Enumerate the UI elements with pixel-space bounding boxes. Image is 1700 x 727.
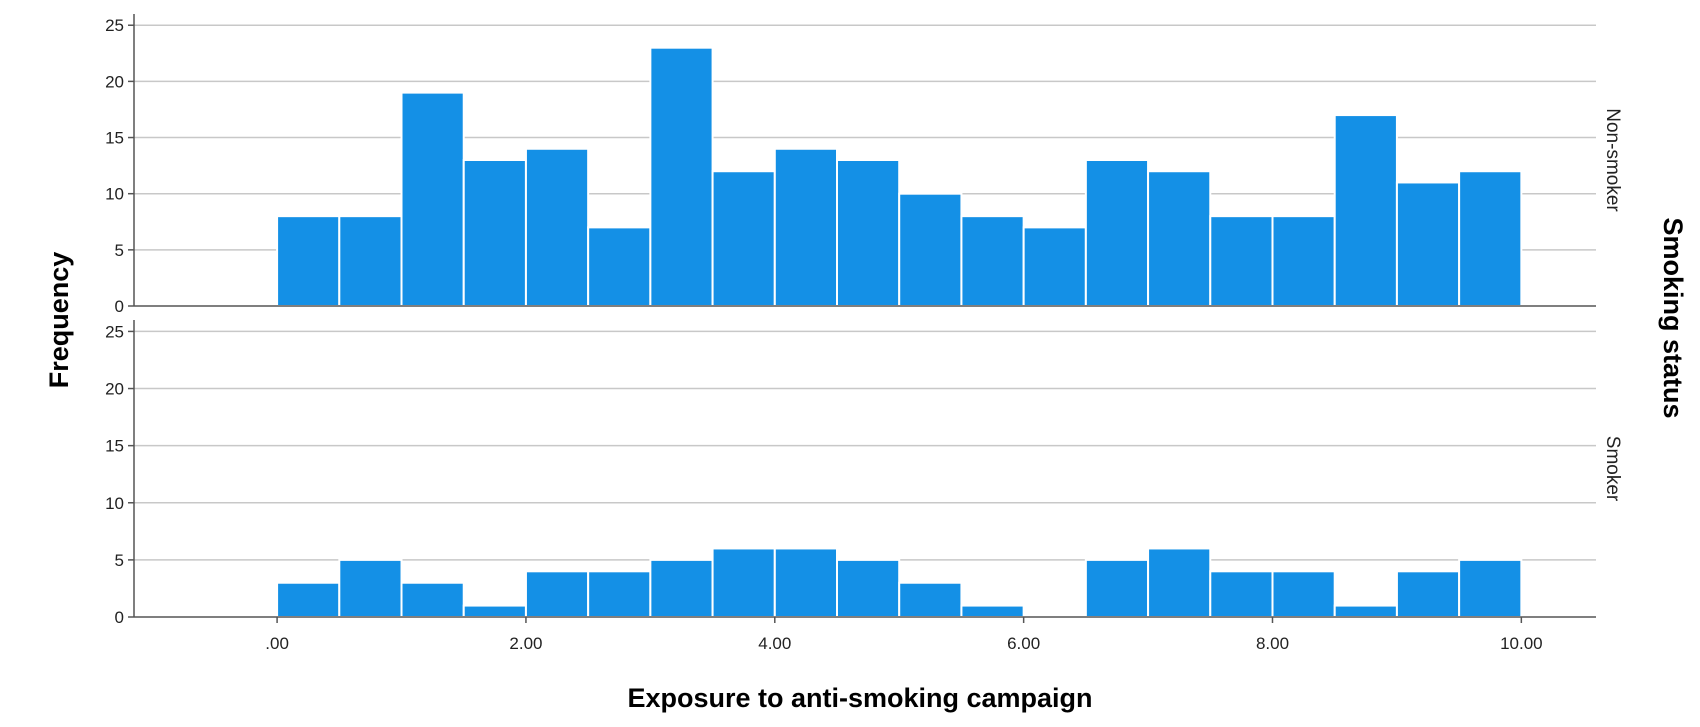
bar	[898, 192, 963, 307]
bar	[1147, 170, 1212, 307]
x-axis-title: Exposure to anti-smoking campaign	[627, 683, 1092, 713]
bar	[898, 581, 963, 619]
bar	[276, 581, 341, 619]
bar	[1084, 558, 1150, 619]
bar	[1333, 604, 1398, 618]
bar	[649, 46, 714, 307]
bar	[338, 215, 403, 307]
bar	[400, 581, 465, 619]
y-tick-label: 20	[105, 72, 124, 91]
bar	[338, 558, 403, 619]
bar	[400, 91, 465, 307]
bar	[1147, 547, 1212, 619]
bar	[1395, 181, 1461, 307]
y-axis-title: Frequency	[44, 252, 74, 389]
bar	[836, 159, 901, 307]
x-tick-label: 2.00	[509, 634, 542, 653]
x-axis-ticks: .00 2.00 4.00 6.00 8.00 10.00	[265, 617, 1543, 653]
bar	[587, 226, 652, 307]
bar	[1271, 215, 1336, 307]
y-tick-label: 10	[105, 185, 124, 204]
y-tick-label: 0	[115, 297, 124, 316]
bar	[462, 159, 527, 307]
y-tick-label: 5	[115, 551, 124, 570]
bar	[1458, 170, 1523, 307]
bar	[1395, 570, 1461, 618]
bar	[836, 558, 901, 619]
x-tick-label: .00	[265, 634, 289, 653]
bar	[960, 604, 1025, 618]
bar	[960, 215, 1025, 307]
bar	[587, 570, 652, 618]
facet-title: Smoking status	[1658, 217, 1688, 418]
y-tick-label: 10	[105, 494, 124, 513]
bar	[1209, 215, 1274, 307]
bar	[524, 147, 590, 307]
y-tick-label: 20	[105, 380, 124, 399]
bar	[711, 170, 776, 307]
bar	[1333, 114, 1398, 307]
bar	[1209, 570, 1274, 618]
x-tick-label: 8.00	[1256, 634, 1289, 653]
y-tick-label: 0	[115, 608, 124, 627]
bar	[649, 558, 714, 619]
bar	[462, 604, 527, 618]
x-tick-label: 6.00	[1007, 634, 1040, 653]
bar	[276, 215, 341, 307]
y-tick-label: 5	[115, 241, 124, 260]
x-tick-label: 10.00	[1500, 634, 1543, 653]
panel-0: 0 5 10 15 20 25 Non-smoker	[105, 14, 1623, 316]
bar	[1022, 226, 1087, 307]
bar	[1458, 558, 1523, 619]
facet-panel-label: Non-smoker	[1602, 108, 1623, 212]
y-tick-label: 25	[105, 16, 124, 35]
panel-1: 0 5 10 15 20 25 Smoker	[105, 320, 1623, 627]
bar	[1084, 159, 1150, 307]
y-tick-label: 15	[105, 129, 124, 148]
y-tick-label: 25	[105, 322, 124, 341]
x-tick-label: 4.00	[758, 634, 791, 653]
y-tick-label: 15	[105, 437, 124, 456]
bar	[773, 147, 839, 307]
bar	[524, 570, 590, 618]
facet-panel-label: Smoker	[1602, 436, 1623, 502]
bar	[773, 547, 839, 619]
panels: 0 5 10 15 20 25 Non-smoker 0 5 10 15 20 25 Smoker	[105, 14, 1623, 627]
bar	[711, 547, 776, 619]
bar	[1271, 570, 1336, 618]
